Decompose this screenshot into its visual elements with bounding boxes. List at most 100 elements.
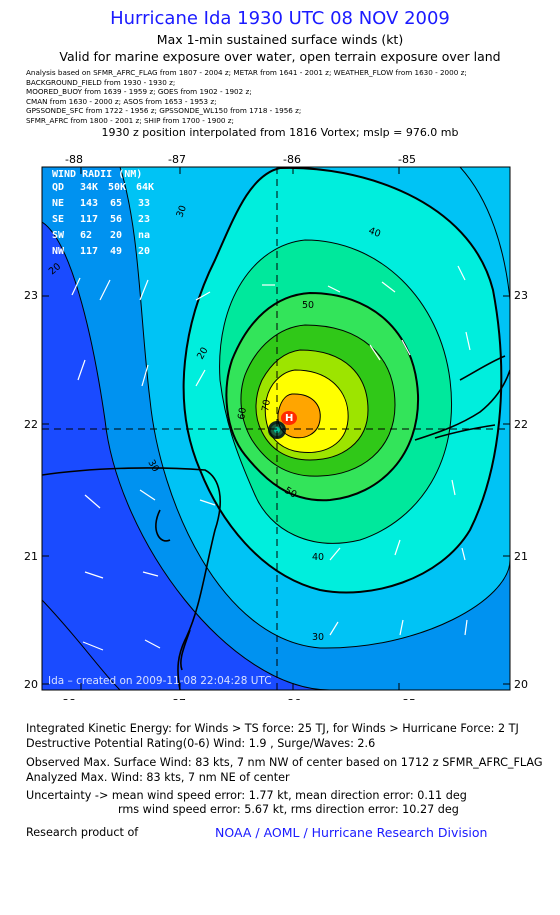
contour-30 <box>119 167 510 649</box>
wind-radii-cell: 20 <box>110 230 122 241</box>
lon-tick-bottom: -86 <box>283 697 301 700</box>
wind-radii-quadrant: SW <box>52 230 65 241</box>
coastlines <box>42 355 510 690</box>
contour-sw <box>42 599 121 690</box>
tick-labels: -88 -87 -86 -85 -88 -87 -86 -85 23 22 21… <box>24 153 528 700</box>
wind-arrow <box>144 639 161 649</box>
wind-arrow <box>394 539 401 556</box>
wind-arrow <box>99 279 111 301</box>
lon-tick-top: -86 <box>283 153 301 166</box>
contour-40 <box>182 167 503 594</box>
wind-arrow <box>142 571 159 577</box>
contour-50 <box>219 239 452 544</box>
credit-line: Ida – created on 2009-11-08 22:04:28 UTC <box>48 675 272 687</box>
wind-radii-title: WIND RADII (NM) <box>52 169 142 180</box>
analysis-sources: Analysis based on SFMR_AFRC_FLAG from 18… <box>26 68 467 126</box>
lon-tick-top: -88 <box>65 153 83 166</box>
contour-label: 70 <box>260 399 273 413</box>
wind-arrow <box>84 571 104 579</box>
wind-arrow <box>329 547 341 561</box>
wind-radii-cell: 33 <box>138 198 150 209</box>
analysis-line: GPSSONDE_SFC from 1722 - 1956 z; GPSSOND… <box>26 106 302 116</box>
lat-tick-right: 21 <box>514 550 528 563</box>
lat-tick-left: 22 <box>24 418 38 431</box>
contour-20 <box>42 221 331 690</box>
wind-field: H 20 30 40 50 60 70 30 40 30 50 20 WIND … <box>42 167 510 690</box>
wind-radii-quadrant: NW <box>52 246 65 257</box>
analysis-line: CMAN from 1630 - 2000 z; ASOS from 1653 … <box>26 96 217 106</box>
contour-label-set: 20 30 40 50 60 70 30 40 30 50 20 <box>47 204 382 643</box>
wind-radii-cell: 143 <box>80 198 98 209</box>
wind-radii-cell: 65 <box>110 198 122 209</box>
wind-radii-cell: 117 <box>80 214 98 225</box>
contour-label: 30 <box>145 458 161 474</box>
wind-radii-cell: 20 <box>138 246 150 257</box>
contour-label: 40 <box>367 225 382 239</box>
wind-radii-header-50k: 50K <box>108 182 126 193</box>
wind-radii-quadrant: NE <box>52 198 64 209</box>
research-label: Research product of <box>26 826 139 839</box>
wind-arrow <box>401 339 411 356</box>
map-subtitle: Max 1-min sustained surface winds (kt) <box>156 32 404 47</box>
wind-arrow <box>369 344 381 361</box>
uncertainty-mean: Uncertainty -> mean wind speed error: 1.… <box>26 789 467 802</box>
wind-radii-table: WIND RADII (NM) QD 34K 50K 64K NE 143 65… <box>52 169 154 257</box>
analysis-line: Analysis based on SFMR_AFRC_FLAG from 18… <box>26 68 467 77</box>
wind-radii-cell: 117 <box>80 246 98 257</box>
wind-arrow <box>199 499 216 506</box>
dpr-line: Destructive Potential Rating(0-6) Wind: … <box>26 737 376 750</box>
lat-tick-right: 22 <box>514 418 528 431</box>
wind-arrow <box>84 494 101 509</box>
wind-arrow <box>457 265 466 281</box>
lat-tick-left: 20 <box>24 678 38 691</box>
wind-radii-cell: 49 <box>110 246 122 257</box>
analysis-line: MOORED_BUOY from 1639 - 1959 z; GOES fro… <box>26 87 252 97</box>
lat-tick-right: 23 <box>514 289 528 302</box>
wind-radii-header-64k: 64K <box>136 182 154 193</box>
wind-arrow <box>381 281 396 293</box>
wind-arrow <box>195 369 206 387</box>
wind-arrow <box>71 277 81 296</box>
lon-tick-top: -85 <box>398 153 416 166</box>
analysis-line: SFMR_AFRC from 1800 - 2001 z; SHIP from … <box>26 115 234 125</box>
center-marker: H <box>285 413 293 424</box>
org-link[interactable]: NOAA / AOML / Hurricane Research Divisio… <box>215 825 488 840</box>
wind-arrow <box>195 291 211 301</box>
ike-line: Integrated Kinetic Energy: for Winds > T… <box>26 722 519 735</box>
wind-arrow <box>141 364 149 387</box>
cuba-coast-north <box>459 355 506 381</box>
band-max <box>281 411 297 425</box>
contour-label: 50 <box>302 300 314 311</box>
wind-arrow <box>327 285 341 293</box>
cuba-coast-west <box>414 369 510 441</box>
contour-label: 20 <box>195 346 211 362</box>
contour-label: 30 <box>174 204 188 219</box>
contour-label: 50 <box>283 485 299 501</box>
wind-map: H 20 30 40 50 60 70 30 40 30 50 20 WIND … <box>24 153 528 700</box>
analysis-line: BACKGROUND_FIELD from 1930 - 1930 z; <box>26 77 176 87</box>
lat-tick-right: 20 <box>514 678 528 691</box>
observed-max-wind: Observed Max. Surface Wind: 83 kts, 7 nm… <box>26 756 543 769</box>
cuba-coast-south <box>434 424 496 439</box>
contour-80 <box>277 393 321 439</box>
wind-radii-header-34k: 34K <box>80 182 98 193</box>
wind-arrow <box>461 547 466 561</box>
band-80-83 <box>277 393 321 438</box>
wind-vectors <box>71 265 471 651</box>
axis-ticks <box>42 167 510 690</box>
contour-label: 30 <box>312 632 324 643</box>
lon-tick-bottom: -87 <box>168 697 186 700</box>
lon-tick-bottom: -88 <box>58 697 76 700</box>
wind-radii-cell: 62 <box>80 230 92 241</box>
wind-radii-cell: na <box>138 230 150 241</box>
wind-arrow <box>77 359 86 381</box>
position-note: 1930 z position interpolated from 1816 V… <box>101 126 459 139</box>
wind-arrow <box>329 621 339 636</box>
wind-arrow <box>139 489 156 501</box>
wind-arrow <box>451 479 456 496</box>
map-title: Hurricane Ida 1930 UTC 08 NOV 2009 <box>110 8 450 29</box>
lon-tick-bottom: -85 <box>398 697 416 700</box>
contour-70 <box>255 349 369 461</box>
wind-radii-quadrant: SE <box>52 214 64 225</box>
uncertainty-rms: rms wind speed error: 5.67 kt, rms direc… <box>118 803 459 816</box>
